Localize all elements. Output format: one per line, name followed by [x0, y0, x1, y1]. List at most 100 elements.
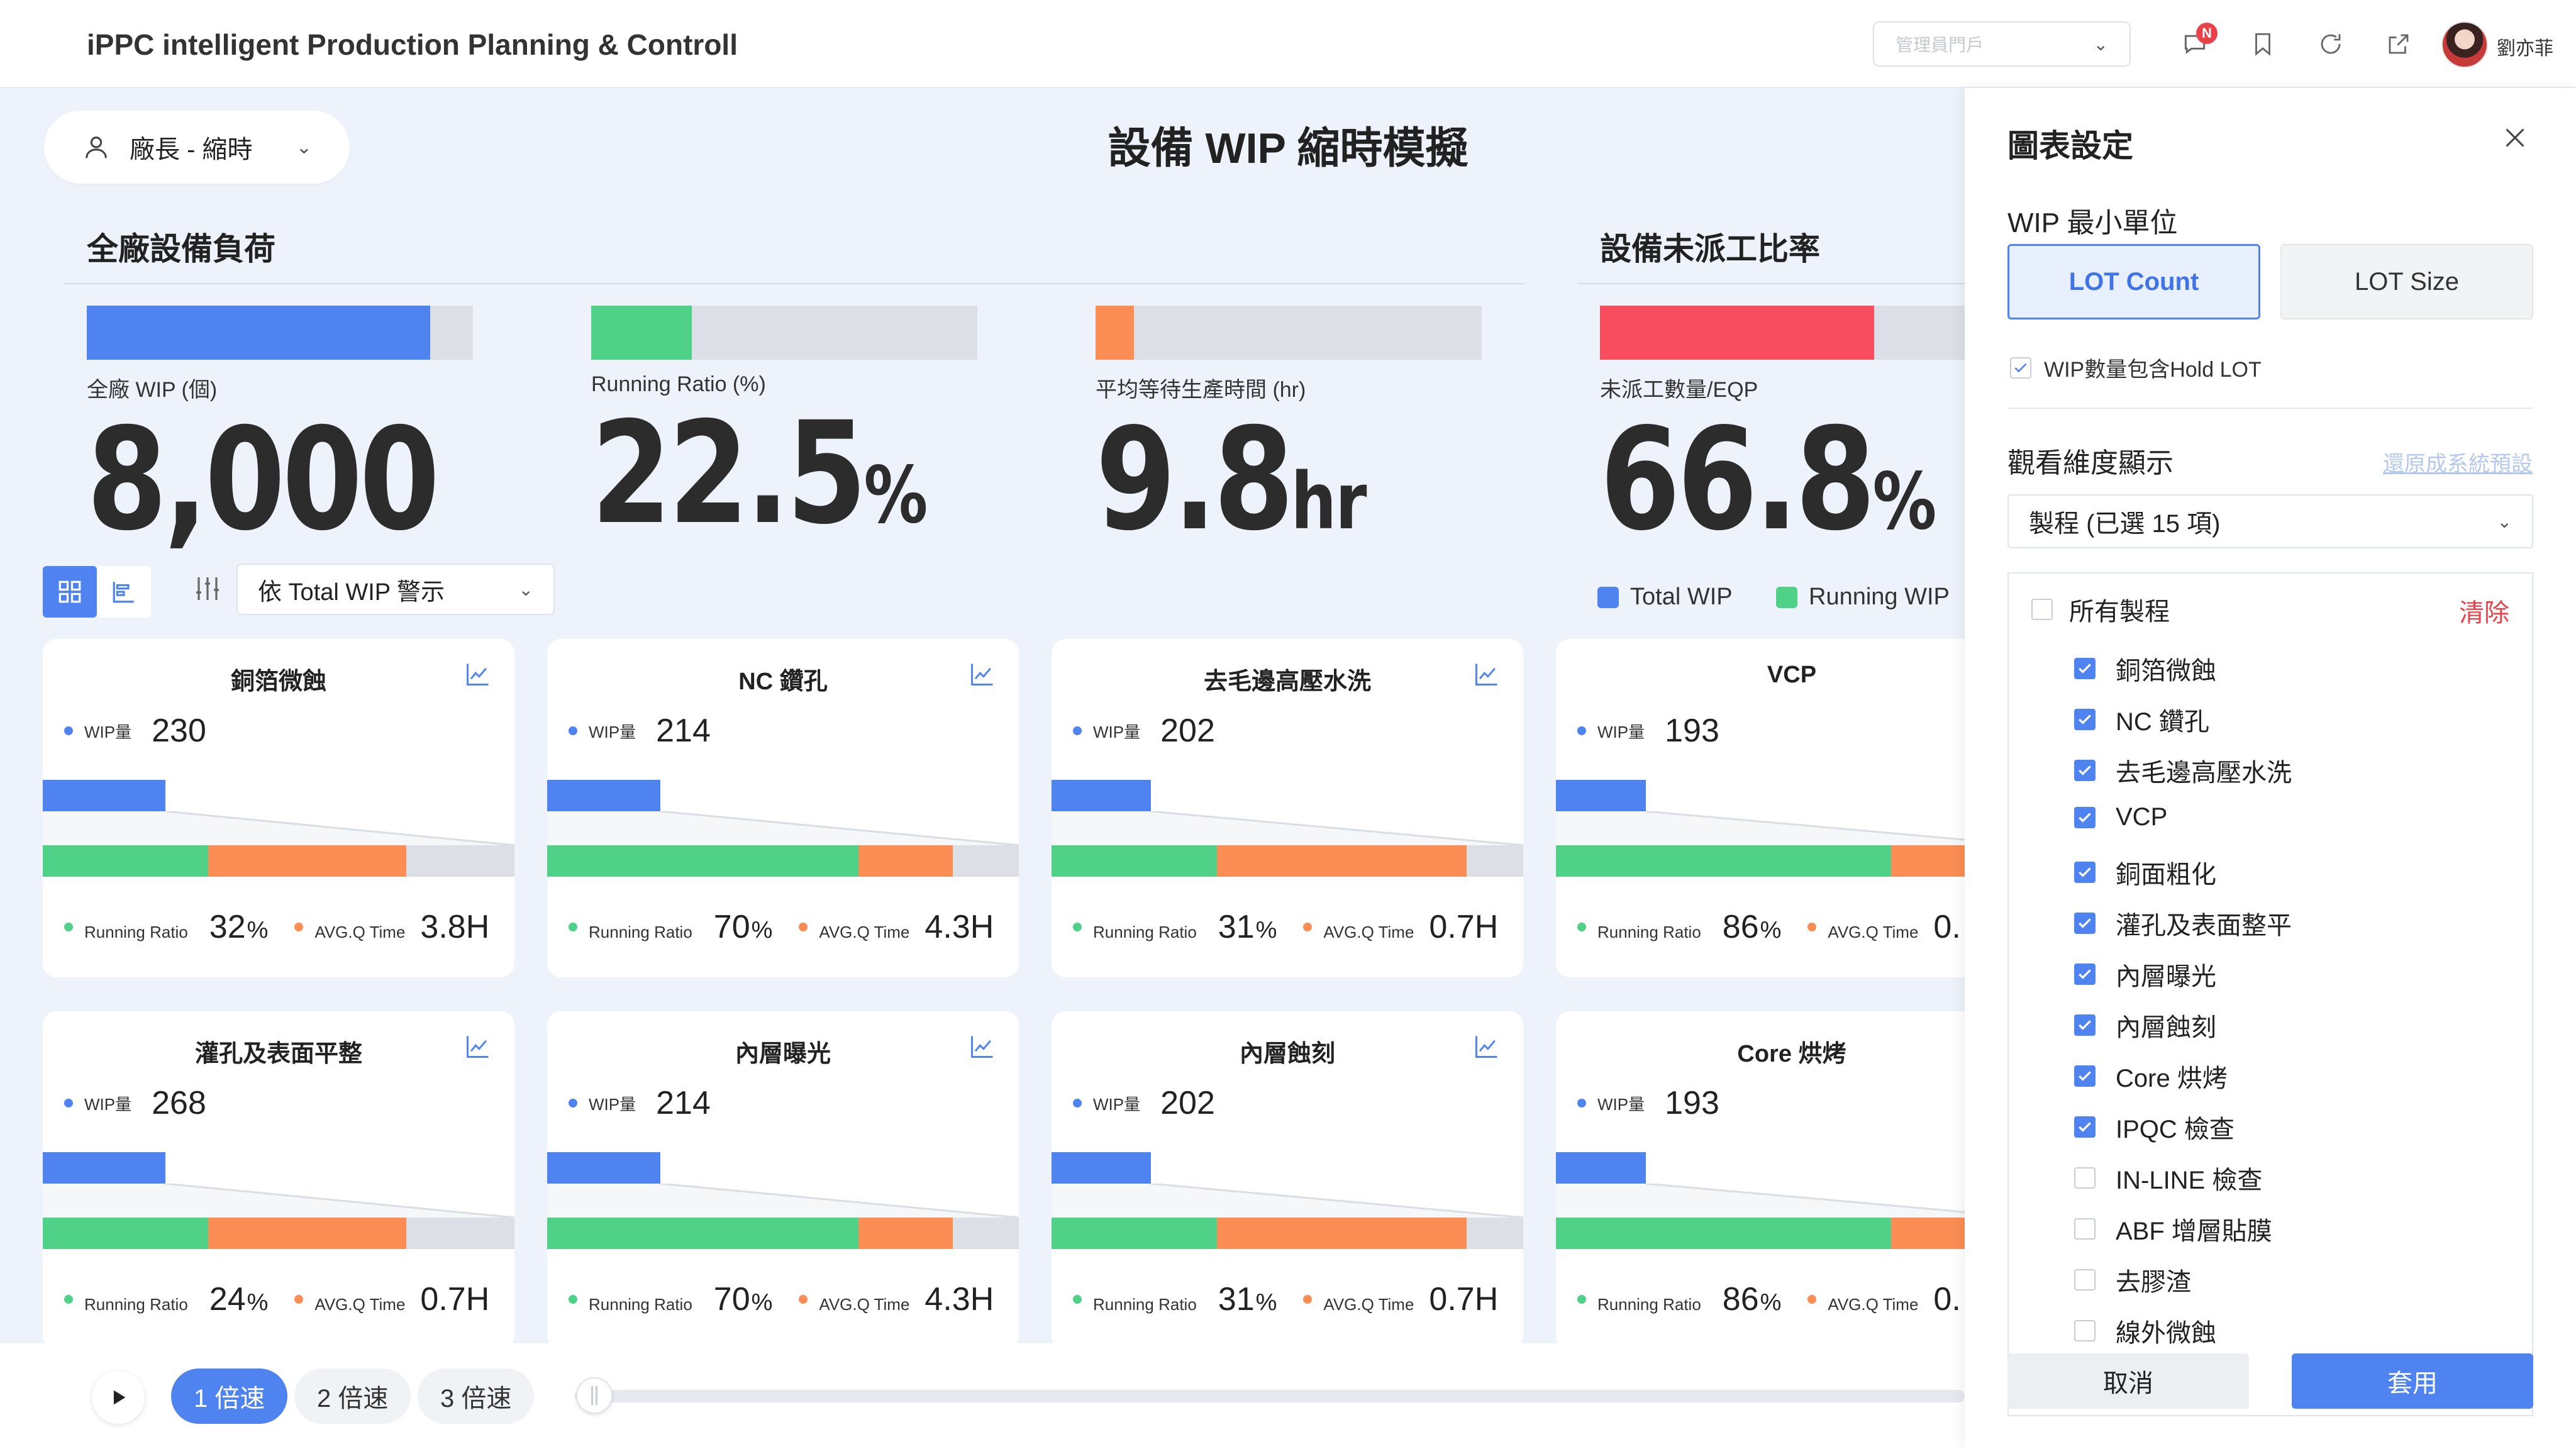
speed-3x-button[interactable]: 3 倍速 [418, 1368, 535, 1424]
process-label: 灌孔及表面整平 [2116, 912, 2292, 940]
wip-row: WIP量 268 [64, 1084, 206, 1122]
apply-button[interactable]: 套用 [2292, 1353, 2533, 1409]
check-icon [2079, 1071, 2091, 1081]
checkbox[interactable] [2074, 658, 2096, 679]
wip-dot [1577, 1099, 1586, 1108]
wip-value: 193 [1665, 713, 1719, 749]
process-checkbox-item[interactable]: 銅箔微蝕 [2074, 650, 2216, 687]
sort-select[interactable]: 依 Total WIP 警示 ⌄ [236, 564, 555, 615]
trend-chart-button[interactable] [464, 1033, 492, 1063]
kpi-value: 8,000 [87, 409, 440, 550]
checkbox[interactable] [2074, 963, 2096, 985]
equipment-card[interactable]: Core 烘烤 WIP量 193 Running Ra [1556, 1011, 2028, 1350]
refresh-button[interactable] [2314, 28, 2347, 60]
lot-count-button[interactable]: LOT Count [2007, 244, 2260, 319]
lot-size-button[interactable]: LOT Size [2280, 244, 2533, 319]
wip-row: WIP量 193 [1577, 1084, 1719, 1122]
equipment-card[interactable]: 去毛邊高壓水洗 WIP量 202 Running Ra [1052, 639, 1523, 977]
trend-chart-button[interactable] [969, 1033, 996, 1063]
running-ratio-value: 70 [713, 1281, 750, 1318]
checkbox[interactable] [2074, 913, 2096, 934]
process-checkbox-item[interactable]: 線外微蝕 [2074, 1313, 2216, 1349]
process-checkbox-item[interactable]: 內層蝕刻 [2074, 1007, 2216, 1043]
checkbox[interactable] [2074, 1014, 2096, 1036]
equipment-card[interactable]: NC 鑽孔 WIP量 214 Running Rati [547, 639, 1019, 977]
trend-chart-button[interactable] [1473, 1033, 1501, 1063]
avg-q-time-label: AVG.Q Time [1828, 1295, 1919, 1314]
process-label: VCP [2116, 803, 2168, 831]
process-checkbox-item[interactable]: 去毛邊高壓水洗 [2074, 752, 2292, 789]
all-processes-checkbox[interactable]: 所有製程 [2031, 591, 2170, 628]
external-link-button[interactable] [2382, 28, 2415, 60]
checkbox[interactable] [2074, 1320, 2096, 1341]
timeline-slider[interactable] [575, 1390, 1965, 1402]
equipment-card[interactable]: 灌孔及表面平整 WIP量 268 Running Ra [43, 1011, 514, 1350]
trend-chart-button[interactable] [969, 660, 996, 691]
user-name[interactable]: 劉亦菲 [2497, 38, 2553, 59]
process-checkbox-item[interactable]: IPQC 檢查 [2074, 1109, 2235, 1145]
avg-q-time-dot [799, 1295, 808, 1304]
list-view-button[interactable] [97, 566, 151, 618]
process-checkbox-item[interactable]: 去膠渣 [2074, 1262, 2191, 1298]
process-label: IN-LINE 檢查 [2116, 1167, 2263, 1194]
play-button[interactable] [92, 1371, 145, 1424]
checkbox[interactable] [2010, 357, 2031, 379]
equipment-card[interactable]: 銅箔微蝕 WIP量 230 Running Ratio [43, 639, 514, 977]
check-icon [2014, 363, 2027, 372]
filter-settings-button[interactable] [192, 574, 223, 607]
equipment-card[interactable]: 內層曝光 WIP量 214 Running Ratio [547, 1011, 1019, 1350]
checkbox[interactable] [2074, 1218, 2096, 1240]
process-checkbox-item[interactable]: ABF 增層貼膜 [2074, 1211, 2272, 1247]
checkbox[interactable] [2031, 599, 2053, 620]
checkbox[interactable] [2074, 760, 2096, 781]
bookmark-button[interactable] [2246, 28, 2279, 60]
equipment-card[interactable]: VCP WIP量 193 Running Ratio [1556, 639, 2028, 977]
running-ratio-unit: % [751, 1289, 773, 1316]
wip-label: WIP量 [1597, 1094, 1645, 1114]
process-checkbox-item[interactable]: 銅面粗化 [2074, 854, 2216, 891]
process-label: 線外微蝕 [2116, 1319, 2216, 1347]
clear-selection-link[interactable]: 清除 [2459, 599, 2509, 627]
checkbox[interactable] [2074, 1065, 2096, 1087]
kpi-unassigned-ratio: 未派工數量/EQP 66.8% [1600, 306, 2009, 550]
checkbox[interactable] [2074, 862, 2096, 883]
avatar[interactable] [2441, 21, 2488, 68]
waiting-segment [208, 1218, 406, 1249]
close-panel-button[interactable] [2501, 123, 2529, 155]
checkbox[interactable] [2074, 1167, 2096, 1189]
process-checkbox-item[interactable]: 內層曝光 [2074, 956, 2216, 992]
running-wip-bar [1052, 1218, 1523, 1249]
grid-view-button[interactable] [43, 566, 97, 618]
speed-1x-button[interactable]: 1 倍速 [171, 1368, 288, 1424]
running-segment [43, 1218, 208, 1249]
cancel-button[interactable]: 取消 [2007, 1353, 2249, 1409]
checkbox[interactable] [2074, 806, 2096, 828]
wip-dot [1577, 726, 1586, 735]
kpi-value: 22.5% [591, 403, 928, 544]
kpi-progress-fill [591, 306, 692, 360]
timeline-slider-handle[interactable] [576, 1377, 613, 1414]
equipment-card[interactable]: 內層蝕刻 WIP量 202 Running Ratio [1052, 1011, 1523, 1350]
checkbox[interactable] [2074, 709, 2096, 730]
trend-chart-button[interactable] [1473, 660, 1501, 691]
process-checkbox-item[interactable]: 灌孔及表面整平 [2074, 905, 2292, 941]
section-title-unassigned: 設備未派工比率 [1600, 231, 1820, 267]
include-hold-checkbox[interactable]: WIP數量包含Hold LOT [2010, 352, 2262, 383]
wip-row: WIP量 202 [1073, 712, 1215, 750]
process-checkbox-item[interactable]: NC 鑽孔 [2074, 701, 2209, 738]
wip-label: WIP量 [1597, 722, 1645, 741]
reset-default-link[interactable]: 還原成系統預設 [2383, 452, 2533, 476]
process-checkbox-item[interactable]: Core 烘烤 [2074, 1058, 2228, 1094]
process-checkbox-item[interactable]: VCP [2074, 803, 2167, 831]
role-select[interactable]: 廠長 - 縮時 ⌄ [44, 111, 350, 184]
checkbox[interactable] [2074, 1269, 2096, 1291]
avg-q-time-dot [799, 923, 808, 931]
trend-chart-button[interactable] [464, 660, 492, 691]
notification-button[interactable]: N [2179, 23, 2218, 60]
avg-q-time-value: 3.8H [420, 909, 490, 945]
checkbox[interactable] [2074, 1116, 2096, 1138]
process-checkbox-item[interactable]: IN-LINE 檢查 [2074, 1160, 2262, 1196]
dimension-select[interactable]: 製程 (已選 15 項) ⌄ [2007, 494, 2533, 548]
portal-select[interactable]: 管理員門戶 ⌄ [1873, 21, 2131, 67]
speed-2x-button[interactable]: 2 倍速 [294, 1368, 411, 1424]
